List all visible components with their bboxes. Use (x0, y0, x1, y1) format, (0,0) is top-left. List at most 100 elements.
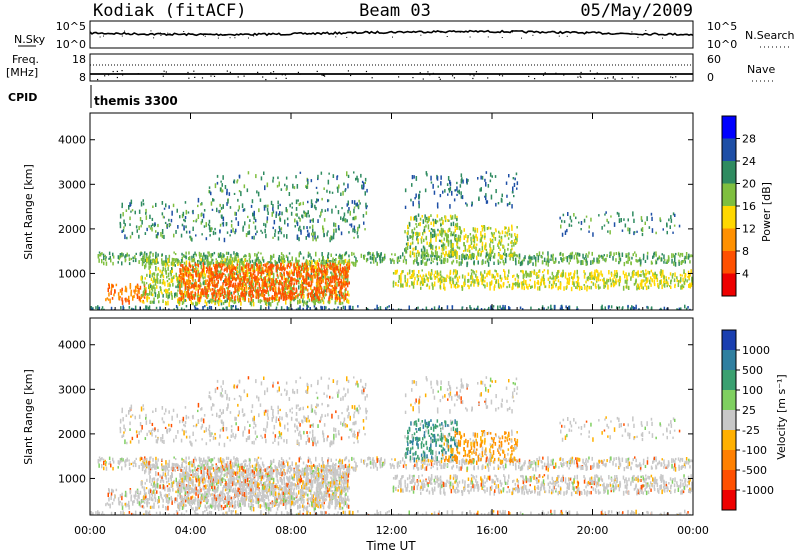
power-cell (442, 219, 444, 225)
power-cell (239, 274, 242, 278)
power-cell (525, 270, 527, 276)
power-cell (210, 260, 213, 264)
power-cell (595, 286, 597, 289)
power-cell (256, 276, 258, 280)
power-cell (275, 214, 277, 218)
power-cell (191, 290, 194, 294)
power-cell (229, 255, 232, 260)
power-cell (229, 280, 231, 284)
power-cell (339, 280, 342, 283)
power-cell (486, 227, 489, 231)
power-cell (323, 305, 326, 310)
power-cell (263, 293, 266, 296)
power-cell (414, 197, 416, 200)
nave-dot (275, 77, 277, 79)
power-cell (105, 256, 107, 259)
power-cell (408, 285, 411, 288)
power-cell (146, 252, 148, 256)
power-cell (623, 262, 626, 267)
power-cell (228, 275, 230, 281)
power-cell (674, 284, 676, 289)
power-cell (464, 275, 466, 279)
power-cell (455, 234, 457, 237)
power-cell (337, 278, 339, 283)
power-cell (322, 264, 325, 267)
power-cell (671, 274, 674, 279)
power-cell (507, 281, 509, 284)
power-cell (412, 233, 414, 237)
power-cell (297, 260, 299, 265)
power-cell (508, 283, 511, 288)
power-cell (202, 265, 205, 269)
beam-title: Beam 03 (359, 1, 431, 21)
power-cell (239, 258, 241, 263)
power-cell (618, 212, 620, 218)
power-cell (165, 203, 167, 208)
power-cell (285, 300, 287, 305)
nsky-dot (469, 36, 471, 38)
power-cell (136, 283, 139, 286)
freq-tick-bottom: 8 (79, 71, 86, 84)
power-cell (291, 292, 294, 296)
power-cell (331, 275, 334, 280)
power-cell (436, 202, 439, 208)
power-cell (286, 265, 289, 268)
power-cell (609, 254, 611, 258)
power-cell (491, 234, 494, 237)
power-cell (440, 223, 442, 226)
power-cell (508, 233, 511, 236)
nsky-dot (440, 32, 442, 34)
power-cell (294, 225, 296, 228)
power-cell (185, 271, 188, 277)
power-cell (642, 253, 645, 259)
power-cell (183, 280, 185, 285)
power-cell (166, 280, 169, 283)
power-cell (228, 264, 230, 269)
power-cell (625, 260, 628, 264)
power-cell (630, 276, 632, 279)
power-cell (302, 286, 305, 289)
power-cell (333, 228, 335, 233)
power-cell (331, 296, 333, 301)
power-cell (293, 292, 295, 296)
power-cell (284, 219, 286, 225)
power-cell (301, 262, 304, 267)
power-cell (436, 251, 438, 256)
power-cell (271, 262, 273, 265)
power-cell (195, 281, 198, 286)
power-cell (414, 276, 416, 281)
power-cell (213, 293, 216, 297)
power-cell (458, 275, 461, 279)
power-cell (575, 216, 577, 220)
power-cell (241, 203, 244, 208)
power-cell (606, 279, 608, 285)
power-cell (595, 269, 598, 273)
power-cell (218, 301, 220, 307)
power-cell (502, 282, 505, 288)
power-cell (299, 171, 302, 174)
power-cell (469, 233, 472, 236)
power-cell (213, 198, 215, 202)
power-cell (619, 257, 622, 262)
power-cell (293, 186, 296, 190)
nave-dot (297, 71, 300, 74)
power-cell (333, 231, 335, 236)
power-cell (528, 256, 530, 260)
power-cell (251, 279, 253, 284)
power-cell (473, 243, 476, 248)
power-cell (489, 243, 491, 248)
power-cell (523, 281, 525, 286)
power-cell (280, 306, 283, 310)
power-cell (495, 202, 497, 207)
nave-dot (213, 75, 216, 77)
power-cell (468, 278, 470, 283)
power-cell (411, 229, 413, 234)
power-cell (309, 274, 311, 278)
power-cell (529, 279, 531, 282)
power-cell (190, 276, 192, 279)
power-cell (119, 213, 122, 219)
power-cell (242, 272, 245, 275)
power-cell (200, 261, 202, 266)
power-cell (201, 233, 203, 236)
power-cell (337, 291, 340, 294)
